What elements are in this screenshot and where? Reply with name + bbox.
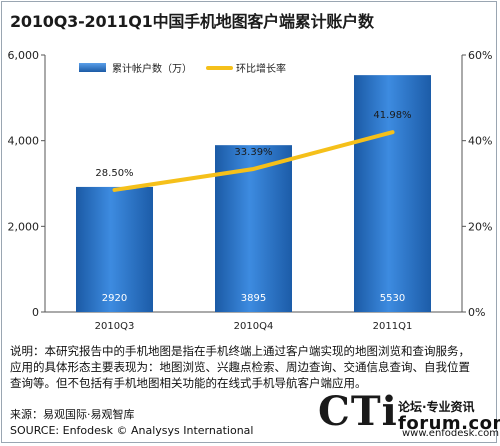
y-left-tick-label: 2,000 (8, 220, 40, 233)
x-tick-label: 2010Q3 (95, 321, 135, 332)
legend-line-label: 环比增长率 (236, 62, 286, 75)
y-right-tick-label: 60% (468, 49, 492, 62)
watermark-logo: CTi (318, 388, 398, 435)
watermark-tagline: 论坛·专业资讯 (398, 400, 475, 414)
axes-layer: 0 2,000 4,000 6,000 0% 20% 40% 60% 2010Q3 2010Q4 2… (8, 49, 493, 332)
bar (76, 186, 153, 312)
growth-point (252, 167, 255, 171)
y-right-tick-label: 0% (468, 306, 485, 319)
growth-value-label: 28.50% (95, 168, 133, 179)
x-tick-label: 2010Q4 (234, 321, 274, 332)
y-right-tick-label: 20% (468, 220, 492, 233)
footnote: 说明：本研究报告中的手机地图是指在手机终端上通过客户端实现的地图浏览和查询服务，… (10, 344, 470, 390)
growth-point (391, 130, 394, 134)
y-left-tick-label: 0 (32, 306, 39, 319)
chart-title: 2010Q3-2011Q1中国手机地图客户端累计账户数 (10, 12, 374, 31)
source-cn: 来源：易观国际·易观智库 (10, 408, 135, 421)
growth-value-label: 33.39% (234, 147, 272, 158)
growth-value-label: 41.98% (373, 110, 411, 121)
watermark-url: www.enfodesk.com (402, 428, 499, 439)
y-right-tick-label: 40% (468, 135, 492, 148)
bar (354, 75, 431, 312)
legend-bar-label: 累计帐户数（万） (112, 62, 192, 75)
legend: 累计帐户数（万） 环比增长率 (79, 62, 286, 75)
y-left-tick-label: 6,000 (8, 49, 40, 62)
source-en: SOURCE: Enfodesk © Analysys Internationa… (10, 424, 254, 437)
x-tick-label: 2011Q1 (373, 321, 413, 332)
y-left-tick-label: 4,000 (8, 135, 40, 148)
growth-point (113, 188, 116, 192)
bar-value-label: 5530 (380, 293, 405, 304)
bar-value-label: 3895 (241, 293, 266, 304)
line-layer: 28.50% 33.39% 41.98% (95, 110, 412, 192)
bar-value-label: 2920 (102, 293, 127, 304)
watermark-tagline2: forum.com (398, 413, 500, 434)
legend-bar-swatch (79, 63, 106, 72)
